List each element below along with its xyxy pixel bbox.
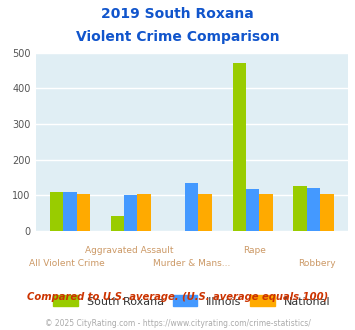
- Bar: [137, 194, 151, 231]
- Text: Murder & Mans...: Murder & Mans...: [153, 259, 230, 268]
- Bar: [50, 192, 63, 231]
- Text: Compared to U.S. average. (U.S. average equals 100): Compared to U.S. average. (U.S. average …: [27, 292, 328, 302]
- Text: © 2025 CityRating.com - https://www.cityrating.com/crime-statistics/: © 2025 CityRating.com - https://www.city…: [45, 319, 310, 328]
- Text: Violent Crime Comparison: Violent Crime Comparison: [76, 30, 279, 44]
- Bar: [320, 194, 334, 231]
- Bar: [111, 216, 124, 231]
- Bar: [307, 187, 320, 231]
- Bar: [185, 183, 198, 231]
- Text: Rape: Rape: [243, 246, 266, 255]
- Bar: [294, 186, 307, 231]
- Bar: [77, 194, 90, 231]
- Text: Robbery: Robbery: [298, 259, 335, 268]
- Text: 2019 South Roxana: 2019 South Roxana: [101, 7, 254, 20]
- Bar: [260, 194, 273, 231]
- Text: Aggravated Assault: Aggravated Assault: [85, 246, 174, 255]
- Bar: [246, 189, 260, 231]
- Legend: South Roxana, Illinois, National: South Roxana, Illinois, National: [49, 291, 335, 311]
- Bar: [198, 194, 212, 231]
- Bar: [63, 192, 77, 231]
- Bar: [124, 195, 137, 231]
- Text: All Violent Crime: All Violent Crime: [29, 259, 105, 268]
- Bar: [233, 63, 246, 231]
